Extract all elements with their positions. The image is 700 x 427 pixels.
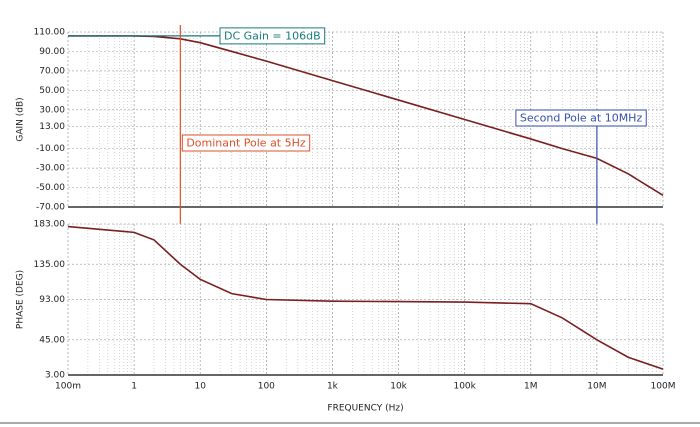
y-tick-label: 183.00 [34,220,66,230]
y-axis-label: GAIN (dB) [16,97,26,141]
x-tick-label: 1M [524,382,538,392]
curve [68,35,664,197]
x-tick-label: 1 [131,382,137,392]
x-axis-label: FREQUENCY (Hz) [327,404,403,414]
y-tick-label: 90.00 [39,47,65,57]
x-tick-label: 10M [587,382,606,392]
curve [67,225,664,370]
annotation-box [181,134,311,152]
x-tick-label: 100k [453,382,476,392]
y-tick-label: -30.00 [36,164,65,174]
y-tick-label: 70.00 [39,66,65,76]
x-tick-label: 10k [390,382,407,392]
y-tick-label: 45.00 [39,335,65,345]
y-tick-label: -10.00 [36,144,65,154]
x-tick-label: 100 [258,382,275,392]
x-tick-label: 10 [194,382,206,392]
y-tick-label: 110.00 [34,28,66,38]
x-tick-label: 100m [55,382,81,392]
y-tick-label: -50.00 [36,183,65,193]
annotation-box [219,27,326,45]
annotation-text: DC Gain = 106dB [224,29,321,42]
annotation-text: Second Pole at 10MHz [520,112,643,125]
y-tick-label: 135.00 [34,260,66,270]
y-tick-label: 50.00 [39,86,65,96]
x-tick-label: 1k [327,382,339,392]
y-axis-label: PHASE (DEG) [16,270,26,329]
annotation-text: Dominant Pole at 5Hz [186,137,306,150]
y-tick-label: -70.00 [36,203,65,213]
y-tick-label: 30.00 [39,105,65,115]
y-tick-label: 3.00 [45,371,65,381]
y-tick-label: 93.00 [39,295,65,305]
y-tick-label: 13.00 [39,122,65,132]
x-tick-label: 100M [651,382,676,392]
annotation-box [515,109,647,127]
